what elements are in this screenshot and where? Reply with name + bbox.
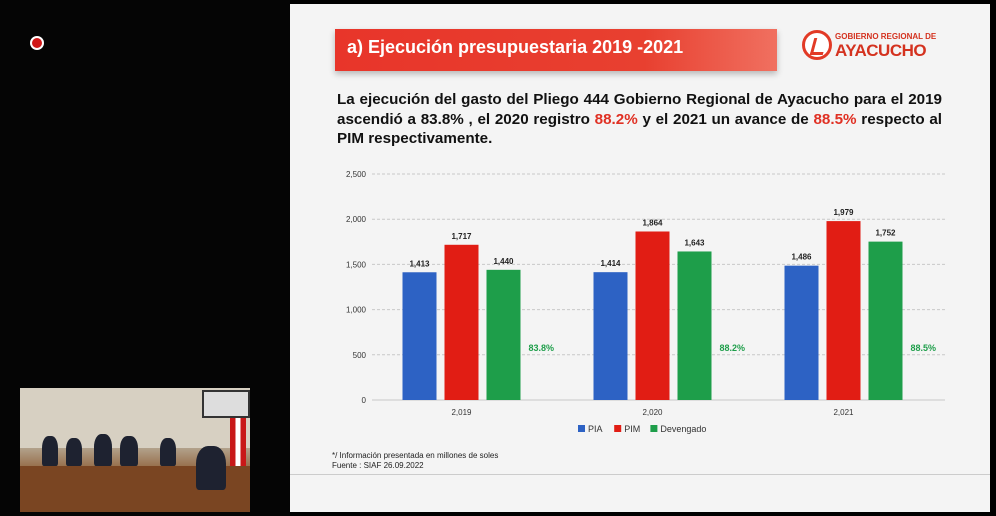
legend-swatch-pim: [614, 425, 622, 432]
video-monitor: [202, 390, 250, 418]
legend-entry: PIA: [588, 424, 603, 434]
bar-devengado: [677, 251, 712, 400]
x-category-label: 2,020: [642, 408, 663, 417]
budget-bar-chart: 0 500 1,000 1,500 2,000 2,500 1,413 1,717 1,440 8…: [346, 170, 945, 434]
data-label: 1,643: [684, 238, 705, 247]
description-text: y el 2021 un avance de: [637, 110, 814, 128]
data-label: 1,979: [833, 208, 854, 217]
footnote-source: Fuente : SIAF 26.09.2022: [332, 461, 424, 470]
bar-devengado: [486, 269, 521, 400]
video-person: [120, 436, 138, 466]
percent-annotation: 88.5%: [911, 343, 937, 353]
video-flag: [230, 418, 246, 468]
video-person: [196, 446, 226, 490]
legend-swatch-pia: [578, 425, 585, 432]
logo-top-text: GOBIERNO REGIONAL DE: [835, 32, 937, 41]
participant-video[interactable]: [20, 388, 250, 512]
bar-pia: [402, 272, 437, 400]
presentation-slide: a) Ejecución presupuestaria 2019 -2021 G…: [290, 4, 990, 512]
y-tick-label: 0: [362, 396, 367, 405]
y-tick-label: 1,500: [346, 260, 367, 269]
video-person: [160, 438, 176, 466]
percent-annotation: 83.8%: [529, 343, 555, 353]
video-person: [42, 436, 58, 466]
logo-main-text: AYACUCHO: [835, 41, 927, 60]
ayacucho-emblem-icon: [802, 30, 832, 60]
data-label: 1,413: [409, 259, 430, 268]
bar-pia: [593, 272, 628, 400]
legend-swatch-devengado: [650, 425, 658, 432]
footnote-line: */ Información presentada en millones de…: [332, 451, 499, 460]
bar-devengado: [868, 241, 903, 400]
y-tick-label: 2,500: [346, 170, 367, 179]
bar-pim: [635, 231, 670, 400]
data-label: 1,717: [451, 232, 472, 241]
legend-entry: Devengado: [660, 424, 706, 434]
data-label: 1,414: [600, 259, 621, 268]
highlight-2021: 88.5%: [813, 110, 857, 128]
bar-pia: [784, 265, 819, 400]
slide-description: La ejecución del gasto del Pliego 444 Go…: [337, 90, 942, 149]
percent-annotation: 88.2%: [720, 343, 746, 353]
bar-pim: [826, 221, 861, 400]
x-category-label: 2,019: [451, 408, 472, 417]
footnote: */ Información presentada en millones de…: [332, 451, 498, 471]
participant-panel: [0, 0, 290, 516]
description-text: respecto al PIM respectivamente.: [337, 110, 942, 148]
data-label: 1,864: [642, 218, 663, 227]
slide-divider: [290, 474, 990, 475]
video-person: [94, 434, 112, 466]
data-label: 1,752: [875, 229, 896, 238]
y-tick-label: 500: [353, 351, 367, 360]
y-tick-label: 1,000: [346, 306, 367, 315]
slide-title: a) Ejecución presupuestaria 2019 -2021: [347, 37, 684, 57]
video-person: [66, 438, 82, 466]
data-label: 1,440: [493, 257, 514, 266]
data-label: 1,486: [791, 253, 812, 262]
description-text: La ejecución del gasto del Pliego 444 Go…: [337, 91, 942, 128]
x-category-label: 2,021: [833, 408, 854, 417]
legend-entry: PIM: [624, 424, 640, 434]
bar-pim: [444, 244, 479, 400]
record-indicator-icon: [30, 36, 44, 50]
ayacucho-logo: GOBIERNO REGIONAL DE AYACUCHO: [802, 30, 942, 70]
title-banner: a) Ejecución presupuestaria 2019 -2021: [335, 29, 777, 71]
y-tick-label: 2,000: [346, 215, 367, 224]
highlight-2020: 88.2%: [594, 110, 638, 128]
